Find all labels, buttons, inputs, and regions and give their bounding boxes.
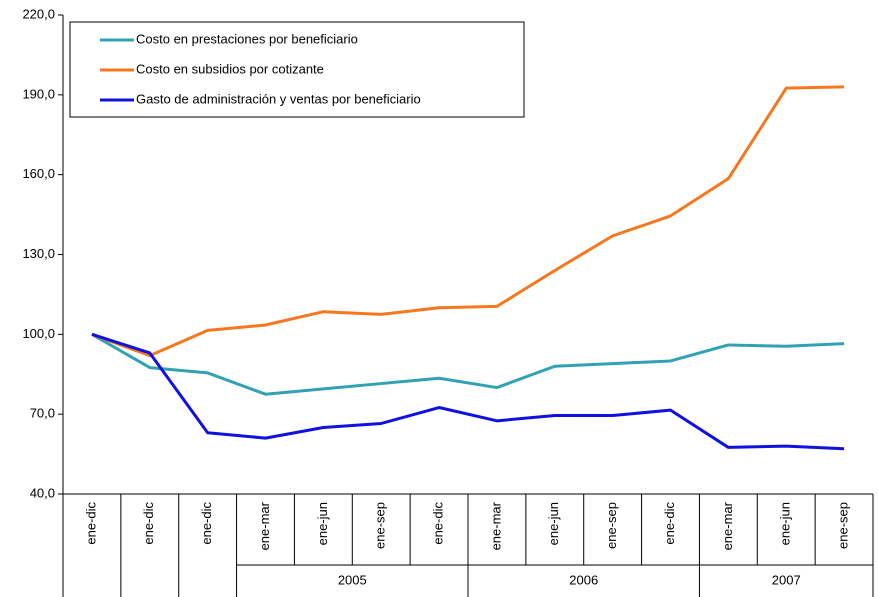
legend-label: Costo en prestaciones por beneficiario xyxy=(136,31,358,46)
y-tick-label: 130,0 xyxy=(22,246,55,261)
x-tick-label: ene-jun xyxy=(778,502,793,545)
x-tick-label: ene-sep xyxy=(604,502,619,549)
x-tick-label: ene-jun xyxy=(546,502,561,545)
group-label: 2005 xyxy=(338,572,367,587)
y-tick-label: 220,0 xyxy=(22,6,55,21)
y-tick-label: 160,0 xyxy=(22,166,55,181)
y-tick-label: 40,0 xyxy=(30,485,55,500)
group-label: 2007 xyxy=(772,572,801,587)
y-tick-label: 70,0 xyxy=(30,406,55,421)
x-tick-label: ene-mar xyxy=(257,501,272,550)
y-tick-label: 190,0 xyxy=(22,86,55,101)
x-tick-label: ene-dic xyxy=(141,502,156,545)
x-tick-label: ene-dic xyxy=(83,502,98,545)
x-tick-label: ene-dic xyxy=(662,502,677,545)
data-line xyxy=(91,333,845,396)
x-tick-label: ene-sep xyxy=(836,502,851,549)
legend-box xyxy=(69,21,525,118)
legend-label: Costo en subsidios por cotizante xyxy=(136,61,324,76)
data-line xyxy=(91,85,845,358)
legend-label: Gasto de administración y ventas por ben… xyxy=(136,91,421,106)
x-tick-label: ene-sep xyxy=(373,502,388,549)
x-tick-label: ene-mar xyxy=(488,501,503,550)
data-line xyxy=(91,332,845,451)
group-label: 2006 xyxy=(569,572,598,587)
x-tick-label: ene-dic xyxy=(199,502,214,545)
x-tick-label: ene-jun xyxy=(315,502,330,545)
x-tick-label: ene-dic xyxy=(431,502,446,545)
x-tick-label: ene-mar xyxy=(720,501,735,550)
y-tick-label: 100,0 xyxy=(22,326,55,341)
